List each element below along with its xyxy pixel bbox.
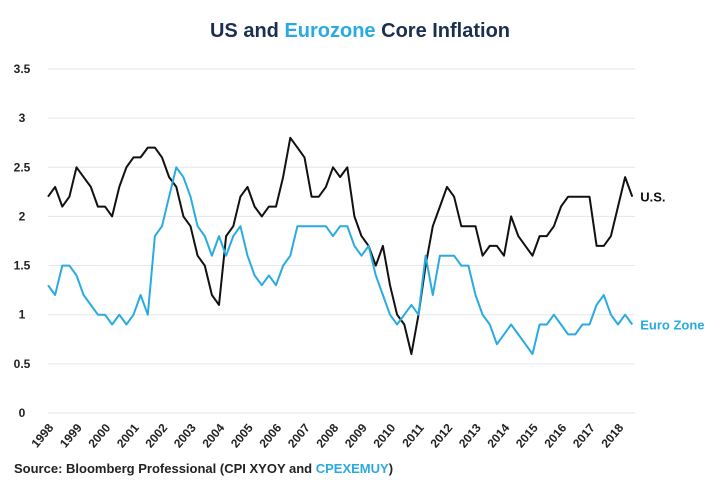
x-tick-label: 2005	[228, 421, 256, 451]
y-tick-label: 1	[19, 308, 26, 322]
x-tick-label: 2001	[114, 421, 142, 451]
x-tick-label: 2003	[171, 421, 199, 451]
euro-series-line	[47, 166, 634, 355]
source-note: Source: Bloomberg Professional (CPI XYOY…	[14, 461, 393, 476]
x-tick-label: 2002	[142, 421, 170, 451]
y-tick-label: 1.5	[14, 259, 31, 273]
y-tick-label: 0	[19, 406, 26, 420]
x-tick-label: 2018	[598, 421, 626, 451]
x-tick-label: 2016	[541, 421, 569, 451]
x-tick-label: 1998	[28, 421, 56, 451]
x-tick-label: 2006	[256, 421, 284, 451]
x-tick-label: 2004	[199, 421, 227, 451]
y-tick-label: 2	[19, 209, 26, 223]
y-tick-label: 0.5	[14, 357, 31, 371]
x-tick-label: 2011	[399, 421, 427, 450]
y-tick-label: 3	[19, 111, 26, 125]
source-text: Source: Bloomberg Professional (CPI XYOY…	[14, 461, 316, 476]
source-euro-code: CPEXEMUY	[315, 461, 389, 476]
x-tick-label: 2014	[484, 421, 512, 451]
y-tick-label: 2.5	[14, 160, 31, 174]
x-tick-label: 2012	[427, 421, 455, 451]
x-tick-label: 2013	[456, 421, 484, 451]
us-series-label: U.S.	[640, 190, 665, 205]
chart-title: US and Eurozone Core Inflation	[0, 20, 720, 43]
x-tick-label: 2010	[370, 421, 398, 451]
x-tick-label: 2017	[570, 421, 598, 451]
x-tick-label: 2007	[285, 421, 313, 451]
euro-series-label: Euro Zone	[640, 318, 704, 333]
x-tick-label: 2009	[342, 421, 370, 451]
title-eurozone: Eurozone	[284, 20, 376, 42]
x-tick-label: 1999	[57, 421, 85, 451]
x-tick-label: 2000	[85, 421, 113, 451]
source-close: )	[388, 461, 394, 476]
x-tick-label: 2015	[513, 421, 541, 451]
us-series-line	[47, 136, 634, 355]
title-and: and	[237, 20, 285, 42]
title-us: US	[209, 20, 238, 42]
y-tick-label: 3.5	[14, 62, 31, 76]
title-rest: Core Inflation	[375, 20, 511, 42]
x-tick-label: 2008	[313, 421, 341, 451]
